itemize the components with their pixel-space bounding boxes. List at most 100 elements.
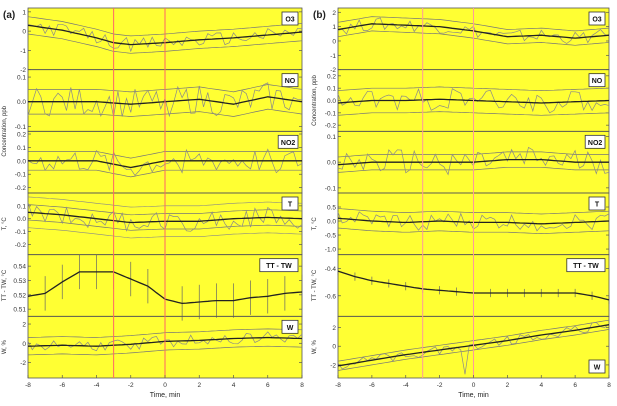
y-tick-label: -2 — [20, 360, 26, 367]
x-tick-label: 6 — [573, 382, 577, 389]
y-tick-label: 0.5 — [327, 205, 336, 212]
x-tick-label: 2 — [506, 382, 510, 389]
x-axis-label: Time, min — [150, 392, 181, 399]
y-tick-label: 0.1 — [17, 145, 26, 152]
y-tick-label: -0.1 — [15, 229, 27, 236]
y-tick-label: -1 — [20, 48, 26, 55]
y-tick-label: 2 — [332, 10, 336, 17]
y-tick-label: 0.1 — [327, 86, 336, 93]
y-tick-label: -0.6 — [325, 293, 337, 300]
y-axis-label: Concentration, ppb — [312, 74, 318, 125]
x-tick-label: 0 — [472, 382, 476, 389]
chart-panel-b: (b) 2 1 0 -1 -2 O3 0.2 0.1 0.0 -0.1 -0.2 NO Concentra… — [312, 7, 611, 399]
y-tick-label: 0 — [332, 38, 336, 45]
y-tick-label: -2 — [330, 67, 336, 74]
subplot-label-box — [281, 196, 299, 211]
y-tick-label: -0.1 — [15, 124, 27, 131]
subplot-label: TT - TW — [573, 263, 599, 270]
subplot-label-box — [588, 73, 606, 88]
panel-label: (a) — [3, 10, 15, 21]
x-tick-label: -6 — [369, 382, 375, 389]
x-tick-label: 6 — [266, 382, 270, 389]
subplot-label: T — [288, 202, 293, 209]
panel-label: (b) — [313, 10, 326, 21]
y-tick-label: 0.53 — [13, 278, 26, 285]
x-tick-label: -8 — [335, 382, 341, 389]
x-tick-label: 8 — [300, 382, 304, 389]
y-tick-label: -1.0 — [325, 247, 337, 254]
y-axis-label: T, °C — [2, 217, 8, 231]
subplot-label-box — [566, 258, 606, 273]
y-tick-label: 0.51 — [13, 307, 26, 314]
subplot-label: W — [594, 365, 601, 372]
y-tick-label: 0 — [22, 29, 26, 36]
y-tick-label: 2 — [22, 322, 26, 329]
x-tick-label: 4 — [539, 382, 543, 389]
y-tick-label: 2 — [332, 325, 336, 332]
y-tick-label: -0.1 — [325, 185, 337, 192]
y-tick-label: 0.54 — [13, 264, 26, 271]
subplot-label-box — [281, 73, 299, 88]
subplot-label: W — [287, 325, 294, 332]
subplot-label-box — [588, 11, 606, 26]
y-tick-label: 0.0 — [327, 160, 336, 167]
x-axis-label: Time, min — [458, 392, 489, 399]
x-tick-label: -6 — [59, 382, 65, 389]
y-tick-label: 0.1 — [327, 134, 336, 141]
y-tick-label: 0.1 — [17, 203, 26, 210]
x-tick-label: 0 — [163, 382, 167, 389]
subplot-label: O3 — [592, 17, 601, 24]
subplot-label-box — [281, 11, 299, 26]
subplot-label: O3 — [285, 17, 294, 24]
subplot-label: NO — [285, 78, 296, 85]
y-tick-label: -0.2 — [15, 185, 27, 192]
x-tick-label: 4 — [232, 382, 236, 389]
x-tick-label: -2 — [437, 382, 443, 389]
chart-panel-a: (a) 1 0 -1 -2 O3 0.1 0.0 -0.1 NO 0.2 0.1 0.0 -0.1 -0.2… — [2, 7, 304, 399]
y-tick-label: -2 — [20, 67, 26, 74]
y-tick-label: -0.2 — [15, 242, 27, 249]
y-axis-label: T, °C — [312, 217, 318, 231]
y-tick-label: 0.2 — [17, 132, 26, 139]
y-tick-label: 0 — [332, 344, 336, 351]
y-tick-label: -2 — [330, 362, 336, 369]
subplot-label: T — [595, 202, 600, 209]
y-tick-label: 0.0 — [17, 158, 26, 165]
subplot-label: NO — [592, 78, 603, 85]
y-tick-label: -0.2 — [325, 123, 337, 130]
subplot-label-box — [584, 134, 606, 149]
subplot-tt-tw: 0.54 0.53 0.52 0.51 TT - TW TT - TW, °C — [2, 254, 303, 321]
y-tick-label: -0.1 — [15, 172, 27, 179]
x-tick-label: -4 — [94, 382, 100, 389]
x-tick-label: -4 — [403, 382, 409, 389]
subplot-label-box — [259, 258, 299, 273]
y-tick-label: 1 — [22, 9, 26, 16]
y-axis-label: W, % — [312, 340, 318, 355]
y-tick-label: 0.1 — [17, 75, 26, 82]
y-tick-label: 0.0 — [327, 219, 336, 226]
y-tick-label: 0.0 — [17, 99, 26, 106]
subplot-label-box — [281, 319, 299, 334]
x-tick-label: 2 — [197, 382, 201, 389]
subplot-label-box — [277, 134, 299, 149]
y-tick-label: 0.52 — [13, 292, 26, 299]
subplot-label-box — [588, 196, 606, 211]
subplot-label: TT - TW — [266, 263, 292, 270]
y-tick-label: 0.2 — [327, 73, 336, 80]
y-tick-label: 1 — [332, 24, 336, 31]
y-tick-label: -0.5 — [325, 233, 337, 240]
subplot-label: NO2 — [281, 140, 296, 147]
y-tick-label: -0.4 — [325, 266, 337, 273]
subplot-label: NO2 — [588, 140, 603, 147]
x-tick-label: 8 — [607, 382, 611, 389]
subplot-label-box — [588, 359, 606, 374]
y-tick-label: 0 — [22, 341, 26, 348]
y-tick-label: 0.0 — [327, 98, 336, 105]
shared-y-axis-label: Concentration, ppb — [2, 105, 8, 156]
y-tick-label: -0.1 — [325, 110, 337, 117]
y-axis-label: W, % — [2, 340, 8, 355]
y-tick-label: 0.0 — [17, 216, 26, 223]
y-tick-label: -1 — [330, 53, 336, 60]
x-tick-label: -8 — [25, 382, 31, 389]
